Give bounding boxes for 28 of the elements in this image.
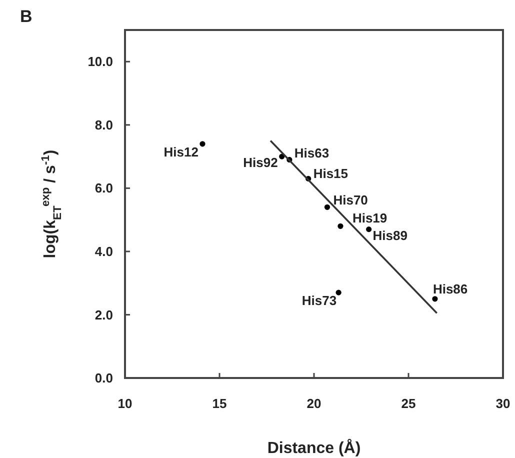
annotation: His70 (333, 192, 368, 208)
annotation: His12 (164, 144, 198, 160)
y-tick-label: 0.0 (94, 370, 113, 386)
point (338, 223, 344, 229)
y-tick-label: 2.0 (94, 307, 113, 322)
annotation: His89 (372, 228, 408, 243)
y-tick-label: 6.0 (94, 180, 113, 196)
annotation: His73 (302, 293, 337, 308)
point (324, 204, 330, 210)
y-tick-label: 4.0 (94, 244, 113, 260)
y-tick-label: 8.0 (94, 117, 113, 132)
x-tick-label: 15 (212, 396, 227, 411)
annotation: His92 (243, 155, 278, 170)
x-axis-title: Distance (Å) (267, 438, 361, 457)
point (432, 296, 438, 302)
point (200, 141, 206, 147)
point (336, 290, 342, 296)
annotation: His15 (313, 166, 348, 182)
x-tick-label: 25 (401, 396, 416, 411)
x-tick-label: 20 (306, 396, 322, 411)
annotation: His86 (432, 281, 468, 296)
x-tick-label: 10 (118, 396, 132, 411)
annotation: His63 (294, 145, 330, 160)
x-tick-label: 30 (496, 396, 510, 411)
y-tick-label: 10.0 (88, 54, 113, 70)
text: B (20, 7, 32, 26)
point (366, 226, 372, 232)
annotation: His19 (352, 210, 388, 226)
